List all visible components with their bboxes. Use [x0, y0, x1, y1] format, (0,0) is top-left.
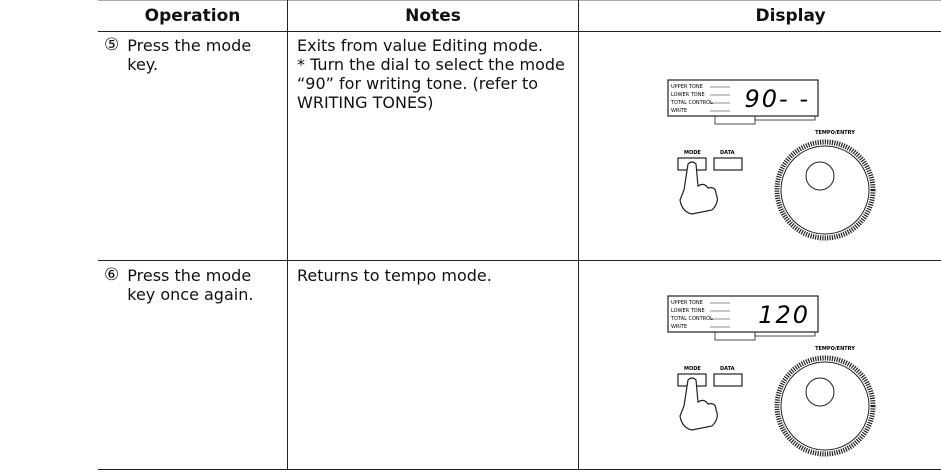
- finger-hand: [679, 161, 718, 215]
- lcd-digits: 120: [758, 301, 810, 329]
- step-number: ⑥: [104, 265, 120, 285]
- lcd-digits: 90- -: [745, 85, 811, 113]
- dial-label: TEMPO/ENTRY: [815, 346, 855, 352]
- panel-bar: [714, 115, 756, 125]
- display-illustration: UPPER TONE LOWER TONE TOTAL CONTROL WRITE 90…: [667, 79, 876, 241]
- finger-hand: [679, 377, 718, 431]
- note: * Turn the dial to select the mode “90” …: [297, 55, 565, 112]
- operation-cell: ⑥ Press the mode key once again.: [104, 265, 284, 305]
- step-number: ⑤: [104, 35, 120, 55]
- button-label: DATA: [720, 150, 735, 156]
- dial-label: TEMPO/ENTRY: [815, 130, 855, 136]
- notes-cell: Exits from value Editing mode. * Turn th…: [297, 36, 569, 112]
- note: Exits from value Editing mode.: [297, 36, 544, 55]
- operation-text: Press the mode key once again.: [127, 266, 254, 304]
- dial: [780, 145, 870, 235]
- panel-bar: [714, 331, 756, 341]
- indicator-label: LOWER TONE: [671, 92, 705, 98]
- button-label: MODE: [684, 366, 701, 372]
- display-illustration: UPPER TONE LOWER TONE TOTAL CONTROL WRITE 12…: [667, 295, 876, 457]
- indicator-label: LOWER TONE: [671, 308, 705, 314]
- data-button: [713, 373, 743, 387]
- dial-knurl: [774, 139, 876, 241]
- rule: [98, 0, 941, 1]
- rule: [578, 0, 579, 470]
- operation-text: Press the mode key.: [127, 36, 252, 74]
- indicator-label: UPPER TONE: [671, 300, 703, 306]
- indicator-label: WRITE: [671, 324, 687, 330]
- indicator-label: UPPER TONE: [671, 84, 703, 90]
- panel-bar: [754, 331, 816, 337]
- note: Returns to tempo mode.: [297, 266, 492, 285]
- dial-grip: [805, 377, 835, 407]
- dial: [780, 361, 870, 451]
- panel-bar: [754, 115, 816, 121]
- column-header: Notes: [405, 6, 461, 26]
- column-header: Operation: [144, 6, 241, 26]
- dial-grip: [805, 161, 835, 191]
- rule: [98, 31, 941, 32]
- rule: [287, 0, 288, 470]
- button-label: DATA: [720, 366, 735, 372]
- notes-cell: Returns to tempo mode.: [297, 266, 569, 285]
- column-header: Display: [755, 6, 826, 26]
- indicator-label: WRITE: [671, 108, 687, 114]
- rule: [98, 260, 941, 261]
- dial-knurl: [774, 355, 876, 457]
- button-label: MODE: [684, 150, 701, 156]
- rule: [98, 469, 941, 470]
- data-button: [713, 157, 743, 171]
- indicator-label: TOTAL CONTROL: [670, 100, 713, 106]
- operation-cell: ⑤ Press the mode key.: [104, 35, 284, 75]
- indicator-label: TOTAL CONTROL: [670, 316, 713, 322]
